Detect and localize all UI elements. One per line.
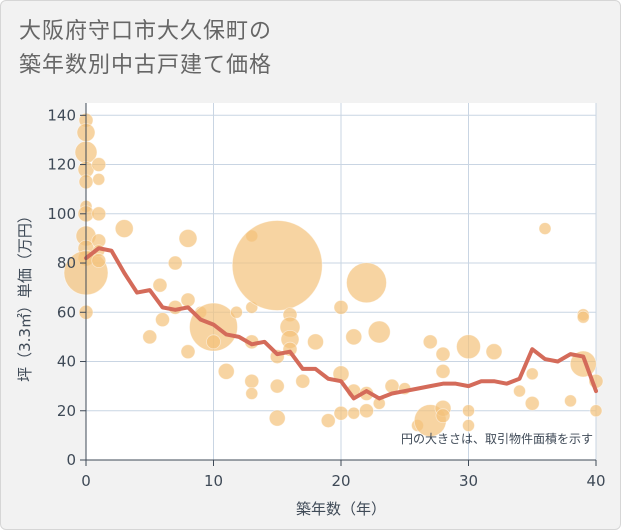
bubble-point xyxy=(91,206,107,222)
bubble-point xyxy=(114,219,134,238)
bubble-point xyxy=(268,409,286,427)
bubble-point xyxy=(92,172,106,186)
trend-line xyxy=(84,246,598,401)
bubble-point xyxy=(167,255,183,271)
bubble-point xyxy=(435,346,451,362)
bubble-point xyxy=(231,220,323,311)
bubble-point xyxy=(524,395,540,411)
y-tick-label: 80 xyxy=(57,254,76,272)
grid-lines xyxy=(86,103,597,460)
chart-title: 大阪府守口市大久保町の 築年数別中古戸建て価格 xyxy=(19,15,272,83)
bubble-point xyxy=(422,334,438,350)
bubble-point xyxy=(345,328,363,346)
bubble-point xyxy=(462,404,475,418)
bubble-point xyxy=(347,406,361,420)
bubble-point xyxy=(456,334,481,360)
bubble-point xyxy=(525,367,539,381)
x-tick-label: 40 xyxy=(586,472,605,490)
y-tick-label: 60 xyxy=(57,303,76,321)
bubble-point xyxy=(333,405,349,421)
y-tick-label: 20 xyxy=(57,402,76,420)
bubble-point xyxy=(230,305,243,319)
bubble-point xyxy=(206,334,221,350)
x-tick-label: 10 xyxy=(204,472,223,490)
bubble-point xyxy=(333,299,349,315)
bubble-point xyxy=(178,229,198,248)
bubble-point xyxy=(152,277,168,293)
bubble-point xyxy=(538,222,552,235)
bubble-point xyxy=(180,292,196,308)
bubble-point xyxy=(180,344,196,360)
x-tick-label: 0 xyxy=(81,472,91,490)
bubble-point xyxy=(307,333,324,351)
bubble-point xyxy=(217,362,235,380)
bubble-point xyxy=(244,373,260,389)
y-tick-label: 0 xyxy=(66,451,76,469)
bubble-point xyxy=(564,394,577,408)
bubble-point xyxy=(485,343,503,361)
axes: 0 20 40 60 80 100 120 140 0 10 20 30 40 xyxy=(47,103,606,490)
y-tick-label: 120 xyxy=(47,156,76,174)
x-tick-label: 30 xyxy=(459,472,478,490)
bubble-point xyxy=(359,403,374,419)
chart-title-line-1: 大阪府守口市大久保町の xyxy=(19,19,273,44)
y-tick-label: 100 xyxy=(47,205,76,223)
chart-title-line-2: 築年数別中古戸建て価格 xyxy=(19,53,273,78)
bubble-point xyxy=(589,404,603,418)
y-tick-label: 40 xyxy=(57,353,76,371)
bubble-size-note: 円の大きさは、取引物件面積を示す xyxy=(401,431,593,446)
y-tick-label: 140 xyxy=(47,106,76,124)
bubble-point xyxy=(435,408,451,424)
bubble-point xyxy=(295,373,311,389)
average-price-line xyxy=(84,246,598,401)
x-tick-label: 20 xyxy=(331,472,350,490)
bubble-point xyxy=(346,262,387,304)
bubble-point xyxy=(91,157,107,172)
bubble-point xyxy=(269,378,285,394)
bubble-point xyxy=(320,413,336,429)
y-axis-label: 坪（3.3㎡）単価（万円） xyxy=(16,208,34,382)
bubble-point xyxy=(155,312,170,328)
x-axis-label: 築年数（年） xyxy=(296,500,386,518)
bubble-point xyxy=(435,363,451,379)
bubble-point xyxy=(91,253,107,268)
bubble-point xyxy=(245,387,259,400)
bubbles xyxy=(63,112,604,438)
bubble-point xyxy=(142,329,158,345)
bubble-point xyxy=(576,310,590,324)
bubble-point xyxy=(462,419,475,432)
bubble-point xyxy=(513,384,526,398)
bubble-point xyxy=(367,320,391,344)
